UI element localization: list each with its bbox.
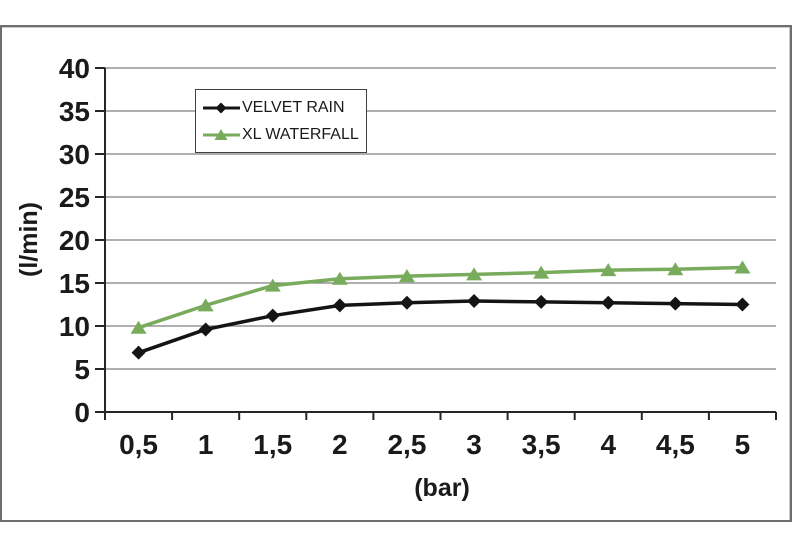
x-tick-label: 1,5 <box>253 429 292 460</box>
y-tick-label: 5 <box>74 354 90 385</box>
velvet-rain-marker <box>131 345 146 360</box>
velvet-rain-marker <box>198 322 213 337</box>
velvet-rain-marker-icon <box>203 102 240 113</box>
xl-waterfall-line <box>137 265 743 330</box>
velvet-rain-legend-marker <box>215 102 227 113</box>
x-tick-label: 5 <box>735 429 751 460</box>
xl-waterfall-marker <box>533 265 550 279</box>
legend-entry-xl-waterfall: XL WATERFALL <box>203 124 366 146</box>
velvet-rain-marker <box>735 297 750 312</box>
chart-frame: 0 5 10 15 20 25 30 35 40 0,5 1 1,5 2 2,5 3 3,5 4 4,5 5 VEL… <box>0 25 792 522</box>
x-tick-label: 0,5 <box>119 429 158 460</box>
legend: VELVET RAIN XL WATERFALL <box>195 89 367 153</box>
xl-waterfall-marker <box>398 269 415 283</box>
y-tick-label: 30 <box>59 139 90 170</box>
x-tick-label: 4,5 <box>656 429 695 460</box>
velvet-rain-marker <box>399 295 414 310</box>
velvet-rain-marker <box>467 294 482 309</box>
xl-waterfall-marker <box>667 262 684 276</box>
y-tick-label: 0 <box>74 397 90 428</box>
legend-label-xl-waterfall: XL WATERFALL <box>242 125 359 143</box>
xl-waterfall-marker <box>331 271 348 285</box>
xl-waterfall-marker <box>197 298 214 312</box>
x-tick-label: 4 <box>600 429 616 460</box>
x-tick-label: 2,5 <box>387 429 426 460</box>
xl-waterfall-marker <box>466 267 483 281</box>
velvet-rain-line <box>137 299 743 355</box>
velvet-rain-marker <box>332 298 347 313</box>
xl-waterfall-marker <box>600 263 617 277</box>
y-axis-title: (l/min) <box>15 202 43 277</box>
y-tick-label: 15 <box>59 268 90 299</box>
velvet-rain-marker <box>534 294 549 309</box>
velvet-rain-marker <box>601 295 616 310</box>
legend-label-velvet-rain: VELVET RAIN <box>242 98 345 116</box>
y-tick-label: 35 <box>59 96 90 127</box>
xl-waterfall-marker <box>734 260 751 274</box>
velvet-rain-marker <box>668 296 683 311</box>
x-tick-label: 1 <box>198 429 214 460</box>
x-tick-label: 3,5 <box>522 429 561 460</box>
velvet-rain-marker <box>265 308 280 323</box>
x-tick-label: 3 <box>466 429 482 460</box>
y-tick-label: 25 <box>59 182 90 213</box>
y-tick-label: 10 <box>59 311 90 342</box>
xl-waterfall-marker <box>264 278 281 292</box>
xl-waterfall-legend-marker <box>214 128 228 140</box>
legend-entry-velvet-rain: VELVET RAIN <box>203 97 366 119</box>
y-tick-label: 40 <box>59 53 90 84</box>
xl-waterfall-marker <box>130 320 147 334</box>
plot-area: 0 5 10 15 20 25 30 35 40 0,5 1 1,5 2 2,5 3 3,5 4 4,5 5 <box>59 53 777 460</box>
x-axis-title: (bar) <box>414 474 470 502</box>
y-tick-label: 20 <box>59 225 90 256</box>
x-tick-label: 2 <box>332 429 348 460</box>
xl-waterfall-marker-icon <box>203 128 240 140</box>
